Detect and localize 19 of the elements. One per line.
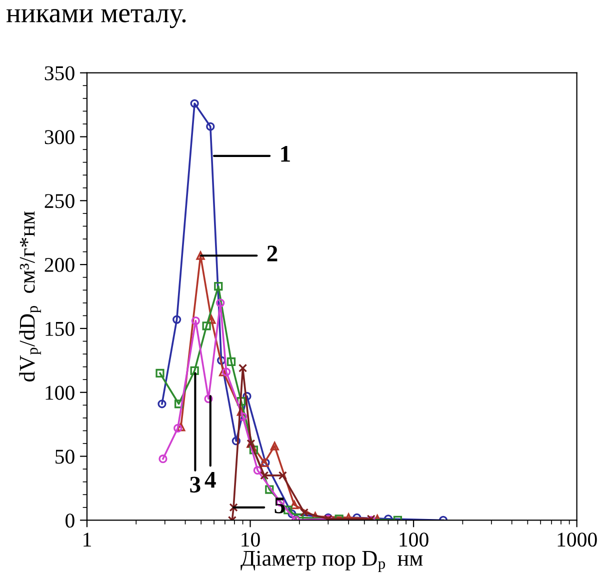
annotation: 3 <box>190 476 200 493</box>
text: никами металу. <box>6 8 186 28</box>
x-tick-label: 1000 <box>558 532 597 547</box>
y-tick-label: 200 <box>44 258 74 272</box>
x-tick-label: 1 <box>84 532 91 546</box>
y-axis-title: dV$_{p}$/dD$_{p}$ см³/г*нм <box>19 211 41 382</box>
y-tick-label: 0 <box>66 514 74 528</box>
x-tick-label: 10 <box>242 532 260 547</box>
x-axis-title: Діаметр пор D$_{p}$ нм <box>240 550 423 572</box>
annotation: 2 <box>267 246 278 262</box>
x-tick-label: 100 <box>400 532 428 547</box>
y-tick-label: 300 <box>44 130 74 144</box>
y-tick-label: 250 <box>44 194 74 208</box>
annotation: 4 <box>204 472 216 488</box>
y-tick-label: 50 <box>56 450 74 464</box>
y-tick-label: 350 <box>44 66 74 80</box>
y-tick-label: 150 <box>46 322 74 336</box>
annotation: 1 <box>281 146 290 162</box>
y-tick-label: 100 <box>46 386 74 400</box>
